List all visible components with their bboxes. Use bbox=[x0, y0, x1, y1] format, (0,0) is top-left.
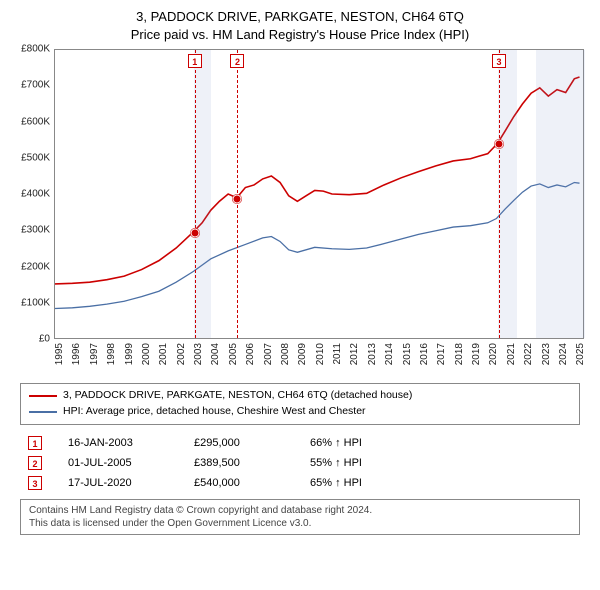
x-tick-label: 2007 bbox=[263, 343, 274, 365]
x-tick-label: 2019 bbox=[471, 343, 482, 365]
sale-price: £295,000 bbox=[194, 437, 284, 449]
x-tick-label: 1997 bbox=[89, 343, 100, 365]
y-tick-label: £800K bbox=[21, 44, 50, 55]
x-tick-label: 2015 bbox=[402, 343, 413, 365]
legend-label: HPI: Average price, detached house, Ches… bbox=[63, 404, 366, 420]
sale-marker-box: 1 bbox=[188, 54, 202, 68]
footer-attribution: Contains HM Land Registry data © Crown c… bbox=[20, 499, 580, 535]
y-tick-label: £100K bbox=[21, 297, 50, 308]
y-tick-label: £600K bbox=[21, 116, 50, 127]
chart-title-2: Price paid vs. HM Land Registry's House … bbox=[10, 26, 590, 44]
sale-pct-vs-hpi: 55% ↑ HPI bbox=[310, 457, 420, 469]
legend-swatch bbox=[29, 411, 57, 413]
x-axis: 1995 1996 1997 1998 1999 2000 2001 2002 2003 2004… bbox=[54, 339, 584, 379]
x-tick-label: 2010 bbox=[315, 343, 326, 365]
sale-number-box: 1 bbox=[28, 436, 42, 450]
x-tick-label: 2000 bbox=[141, 343, 152, 365]
footer-line-1: Contains HM Land Registry data © Crown c… bbox=[29, 504, 571, 517]
sale-marker-box: 2 bbox=[230, 54, 244, 68]
x-tick-label: 1998 bbox=[106, 343, 117, 365]
chart-title-1: 3, PADDOCK DRIVE, PARKGATE, NESTON, CH64… bbox=[10, 8, 590, 26]
y-tick-label: £700K bbox=[21, 80, 50, 91]
sale-row: 1 16-JAN-2003 £295,000 66% ↑ HPI bbox=[20, 433, 580, 453]
sale-marker-box: 3 bbox=[492, 54, 506, 68]
x-tick-label: 2004 bbox=[210, 343, 221, 365]
legend-item: 3, PADDOCK DRIVE, PARKGATE, NESTON, CH64… bbox=[29, 388, 571, 404]
sale-pct-vs-hpi: 65% ↑ HPI bbox=[310, 477, 420, 489]
x-tick-label: 1996 bbox=[71, 343, 82, 365]
x-tick-label: 2017 bbox=[436, 343, 447, 365]
sales-table: 1 16-JAN-2003 £295,000 66% ↑ HPI 2 01-JUL-200… bbox=[20, 433, 580, 493]
x-tick-label: 2008 bbox=[280, 343, 291, 365]
sale-dot bbox=[233, 194, 242, 203]
sale-price: £389,500 bbox=[194, 457, 284, 469]
x-tick-label: 2016 bbox=[419, 343, 430, 365]
x-tick-label: 2002 bbox=[176, 343, 187, 365]
x-tick-label: 2011 bbox=[332, 343, 343, 365]
sale-dot bbox=[190, 229, 199, 238]
y-tick-label: £0 bbox=[39, 334, 50, 345]
x-tick-label: 2001 bbox=[158, 343, 169, 365]
footer-line-2: This data is licensed under the Open Gov… bbox=[29, 517, 571, 530]
sale-number-box: 3 bbox=[28, 476, 42, 490]
sale-marker-line bbox=[499, 50, 500, 338]
legend: 3, PADDOCK DRIVE, PARKGATE, NESTON, CH64… bbox=[20, 383, 580, 425]
x-tick-label: 2020 bbox=[488, 343, 499, 365]
sale-pct-vs-hpi: 66% ↑ HPI bbox=[310, 437, 420, 449]
x-tick-label: 2024 bbox=[558, 343, 569, 365]
x-tick-label: 2013 bbox=[367, 343, 378, 365]
y-tick-label: £300K bbox=[21, 225, 50, 236]
y-tick-label: £500K bbox=[21, 152, 50, 163]
y-tick-label: £400K bbox=[21, 189, 50, 200]
sale-marker-line bbox=[195, 50, 196, 338]
x-tick-label: 2023 bbox=[541, 343, 552, 365]
sale-date: 16-JAN-2003 bbox=[68, 437, 168, 449]
sale-price: £540,000 bbox=[194, 477, 284, 489]
x-tick-label: 1999 bbox=[124, 343, 135, 365]
sale-number-box: 2 bbox=[28, 456, 42, 470]
sale-date: 17-JUL-2020 bbox=[68, 477, 168, 489]
sale-row: 3 17-JUL-2020 £540,000 65% ↑ HPI bbox=[20, 473, 580, 493]
x-tick-label: 2006 bbox=[245, 343, 256, 365]
x-tick-label: 2009 bbox=[297, 343, 308, 365]
x-tick-label: 2012 bbox=[349, 343, 360, 365]
x-tick-label: 1995 bbox=[54, 343, 65, 365]
x-tick-label: 2021 bbox=[506, 343, 517, 365]
sale-row: 2 01-JUL-2005 £389,500 55% ↑ HPI bbox=[20, 453, 580, 473]
y-tick-label: £200K bbox=[21, 261, 50, 272]
sale-dot bbox=[494, 140, 503, 149]
legend-item: HPI: Average price, detached house, Ches… bbox=[29, 404, 571, 420]
y-axis: £0£100K£200K£300K£400K£500K£600K£700K£80… bbox=[10, 49, 54, 339]
shaded-band bbox=[194, 50, 211, 338]
x-tick-label: 2003 bbox=[193, 343, 204, 365]
legend-swatch bbox=[29, 395, 57, 397]
x-tick-label: 2018 bbox=[454, 343, 465, 365]
shaded-band bbox=[498, 50, 517, 338]
sale-date: 01-JUL-2005 bbox=[68, 457, 168, 469]
legend-label: 3, PADDOCK DRIVE, PARKGATE, NESTON, CH64… bbox=[63, 388, 412, 404]
x-tick-label: 2025 bbox=[575, 343, 586, 365]
chart: £0£100K£200K£300K£400K£500K£600K£700K£80… bbox=[10, 49, 590, 379]
x-tick-label: 2022 bbox=[523, 343, 534, 365]
plot-area: 1 2 3 bbox=[54, 49, 584, 339]
x-tick-label: 2005 bbox=[228, 343, 239, 365]
shaded-band bbox=[536, 50, 585, 338]
x-tick-label: 2014 bbox=[384, 343, 395, 365]
